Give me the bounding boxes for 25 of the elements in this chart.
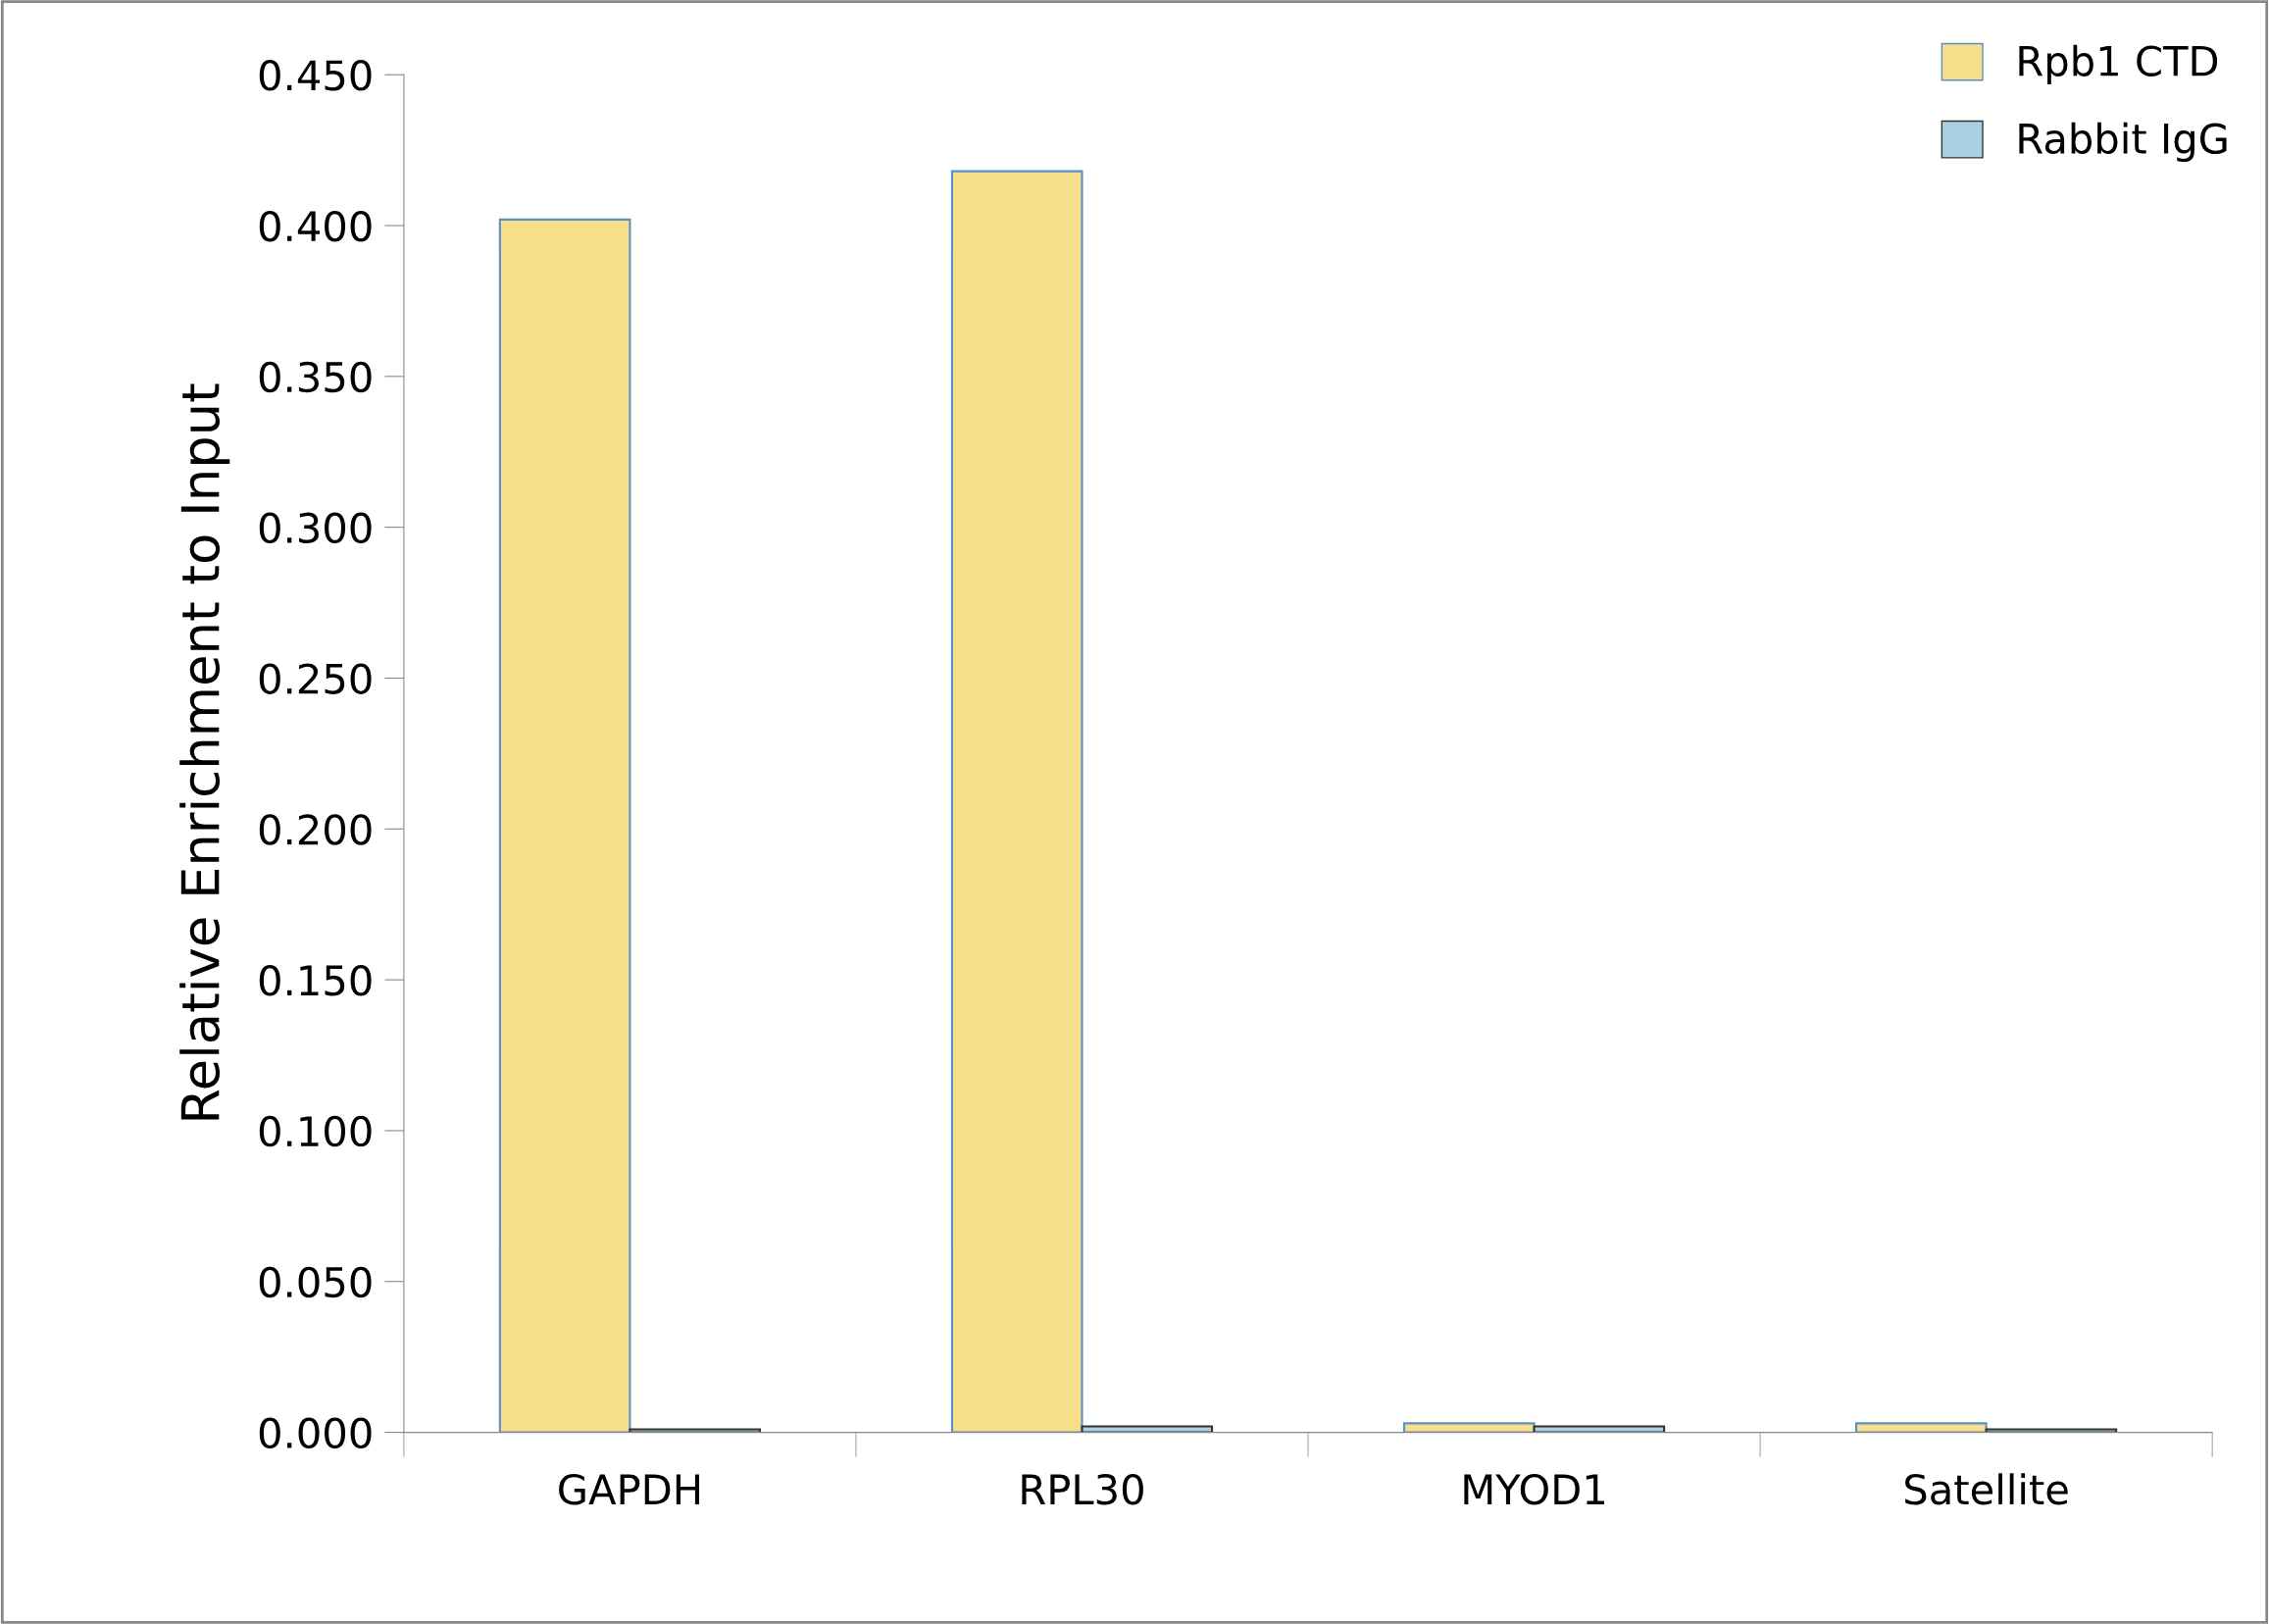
bar <box>1081 1425 1214 1433</box>
x-tick-label: MYOD1 <box>1464 1473 1604 1505</box>
y-tick-label: 0.300 <box>259 512 372 544</box>
y-tick-label: 0.450 <box>259 60 372 91</box>
bar <box>629 1428 762 1433</box>
y-tick-label: 0.050 <box>259 1266 372 1298</box>
legend-label: Rpb1 CTD <box>2019 44 2218 85</box>
y-tick-label: 0.400 <box>259 210 372 242</box>
bar <box>950 170 1084 1433</box>
y-tick-label: 0.150 <box>259 965 372 996</box>
y-axis-title: Relative Enrichment to Input <box>179 383 230 1120</box>
bar <box>1855 1422 1988 1433</box>
bar <box>498 218 631 1433</box>
y-tick-label: 0.250 <box>259 663 372 694</box>
bar <box>1402 1422 1536 1433</box>
legend-label: Rabbit IgG <box>2019 122 2227 163</box>
y-tick-label: 0.200 <box>259 814 372 845</box>
bar <box>1985 1428 2118 1433</box>
bar <box>1533 1425 1666 1433</box>
y-tick-label: 0.000 <box>259 1417 372 1449</box>
x-tick-label: Satellite <box>1905 1473 2068 1505</box>
y-tick-label: 0.350 <box>259 361 372 393</box>
x-tick-label: RPL30 <box>1022 1473 1143 1505</box>
y-tick-label: 0.100 <box>259 1115 372 1147</box>
x-tick-label: GAPDH <box>559 1473 699 1505</box>
